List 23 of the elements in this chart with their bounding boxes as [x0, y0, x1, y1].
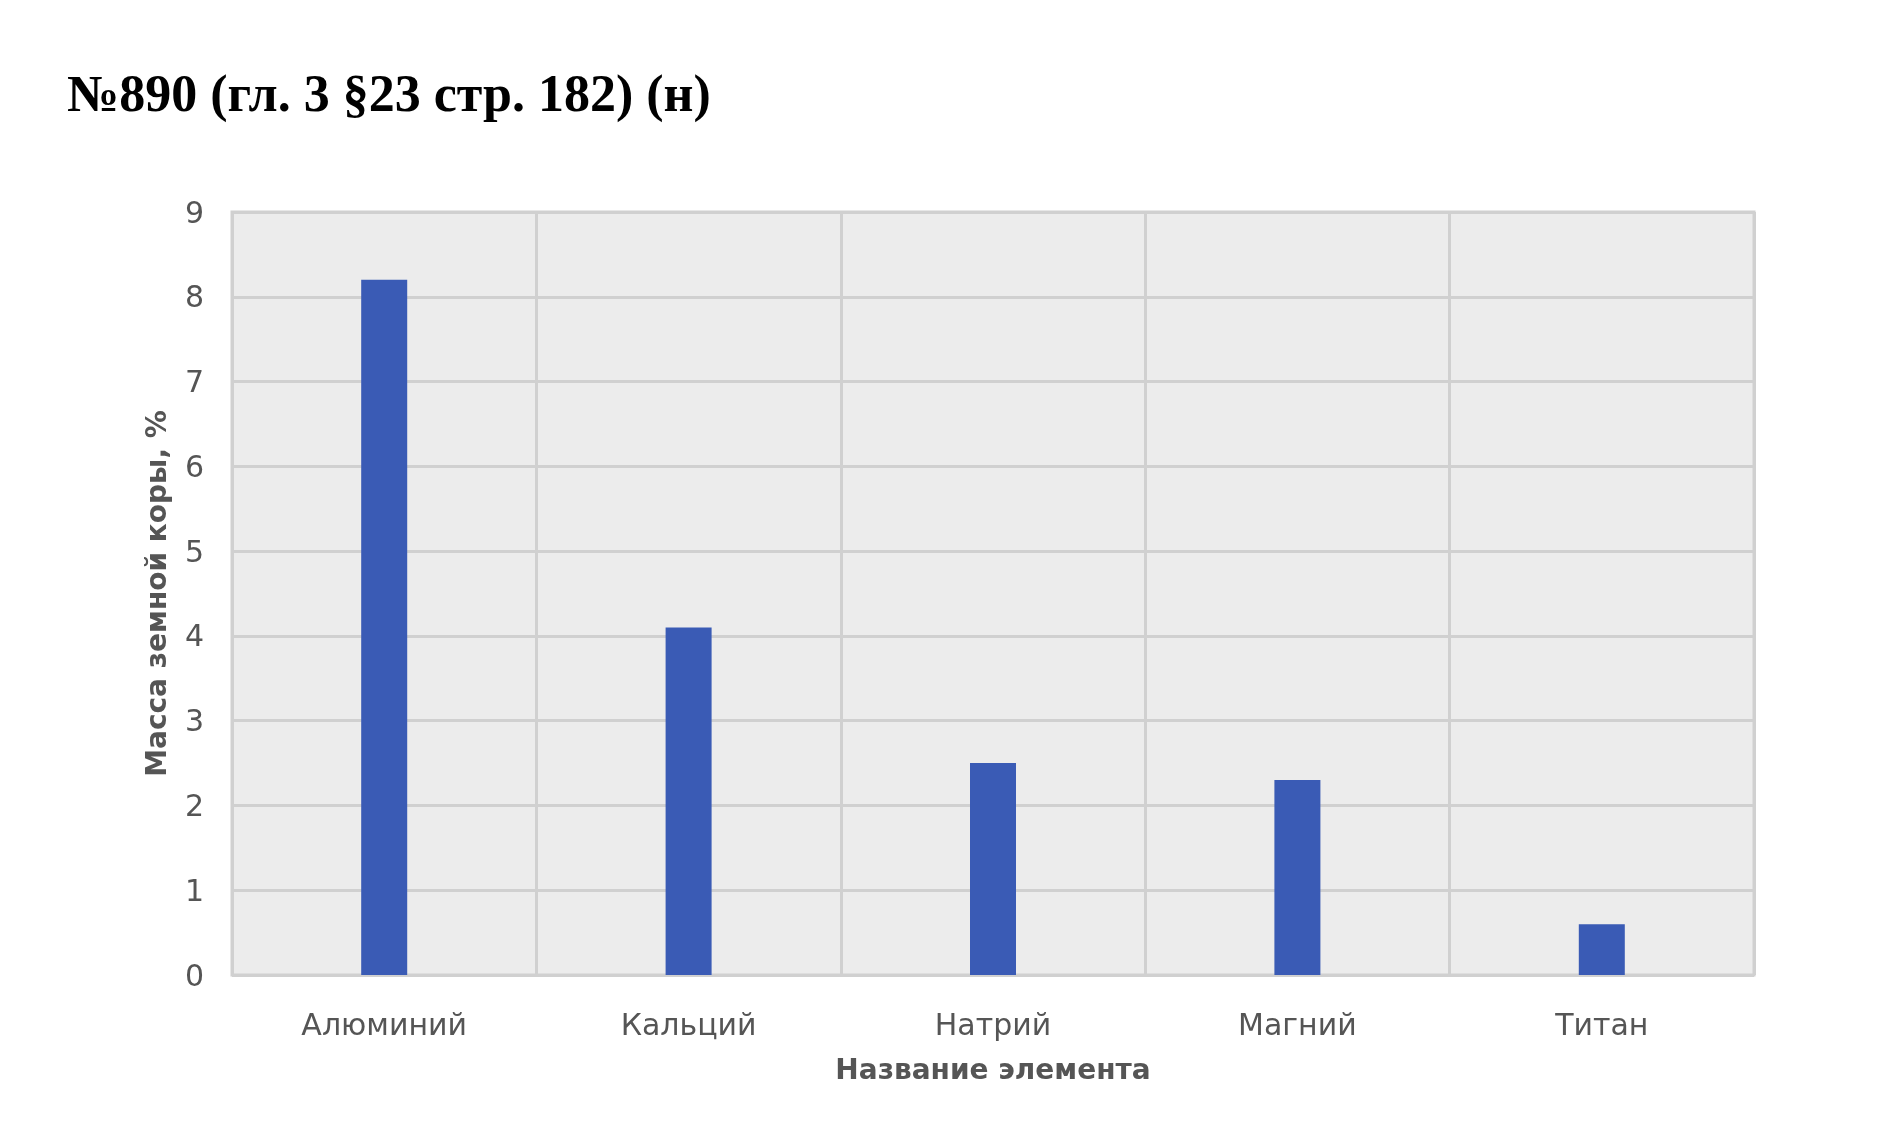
y-tick-label: 9 [184, 194, 204, 230]
chart-title: №890 (гл. 3 §23 стр. 182) (н) [67, 64, 711, 123]
y-tick-label: 7 [184, 364, 204, 400]
bar [1578, 924, 1625, 975]
x-tick-label: Магний [1238, 1006, 1357, 1042]
y-axis-title: Масса земной коры, % [139, 410, 173, 777]
y-tick-label: 2 [184, 787, 204, 823]
x-tick-label: Титан [1554, 1006, 1649, 1042]
y-tick-label: 1 [184, 872, 204, 908]
bar [970, 763, 1016, 975]
y-tick-label: 3 [184, 703, 204, 739]
bar [1274, 780, 1321, 975]
bar [361, 279, 408, 975]
x-tick-label: Алюминий [301, 1006, 468, 1042]
y-tick-label: 5 [184, 533, 204, 569]
x-axis-title: Название элемента [835, 1052, 1151, 1086]
x-tick-label: Натрий [934, 1006, 1052, 1042]
x-tick-label: Кальций [620, 1006, 757, 1042]
y-tick-label: 6 [184, 448, 204, 484]
y-tick-label: 4 [184, 618, 204, 654]
y-tick-label: 8 [184, 279, 204, 315]
y-tick-label: 0 [184, 957, 204, 993]
bar [665, 627, 712, 975]
